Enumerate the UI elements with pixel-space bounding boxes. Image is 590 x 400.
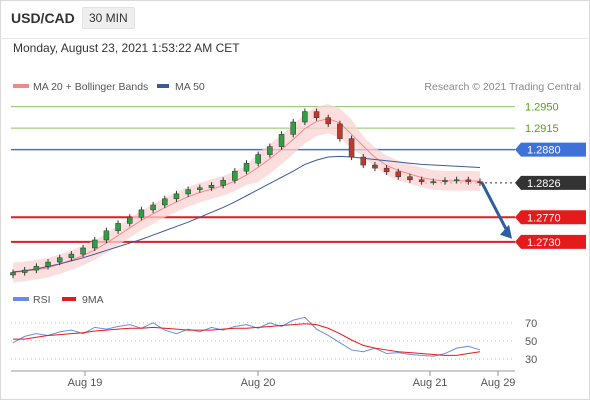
candle-body — [33, 266, 40, 271]
candle-body — [173, 193, 180, 200]
level-tag-1.2826 — [515, 175, 586, 190]
candle-body — [325, 117, 331, 125]
candle-body — [197, 187, 203, 190]
candle-body — [91, 239, 98, 249]
level-label-1.2826: 1.2826 — [527, 178, 561, 190]
credit-text: Research © 2021 Trading Central — [424, 81, 581, 93]
candle-body — [360, 156, 366, 166]
candle-body — [430, 181, 437, 183]
candle-body — [10, 272, 16, 276]
level-label-1.2770: 1.2770 — [527, 212, 561, 224]
ma20-line — [12, 118, 481, 274]
candle-body — [162, 198, 168, 206]
level-tag-1.2880 — [515, 142, 586, 157]
candle-body — [80, 247, 86, 255]
candle-body — [337, 123, 343, 139]
candle-body — [103, 230, 110, 241]
level-label-1.2950: 1.2950 — [525, 102, 559, 114]
candle-body — [383, 167, 390, 173]
candle-body — [442, 180, 448, 182]
chart-header — [0, 0, 588, 39]
candle-body — [348, 138, 355, 158]
candle-body — [372, 164, 378, 169]
candle-body — [21, 269, 28, 273]
level-label-1.2730: 1.2730 — [527, 237, 561, 249]
candle-body — [418, 179, 425, 182]
rsi-tick-50: 50 — [525, 336, 537, 348]
forecast-arrow-shaft — [480, 182, 510, 234]
candle-body — [220, 180, 226, 186]
ma50-legend-label: MA 50 — [175, 81, 205, 93]
candle-body — [150, 204, 156, 211]
candle-body — [290, 121, 296, 135]
candle-body — [453, 179, 460, 182]
candle-body — [56, 257, 63, 263]
rsi-legend-label: RSI — [33, 294, 51, 306]
x-tick-label: Aug 29 — [481, 377, 516, 389]
candle-body — [232, 170, 238, 181]
candle-body — [407, 176, 413, 181]
candle-body — [115, 223, 121, 232]
candle-body — [243, 162, 250, 172]
candle-body — [313, 111, 320, 118]
level-label-1.2915: 1.2915 — [525, 123, 559, 135]
rsi-line — [12, 316, 481, 357]
ma9-legend-label: 9MA — [82, 294, 104, 306]
ma50-line — [12, 155, 481, 273]
candle-body — [208, 185, 215, 189]
candle-body — [302, 111, 308, 123]
candle-body — [185, 189, 191, 195]
candle-body — [255, 154, 261, 164]
rsi-tick-30: 30 — [525, 354, 537, 366]
candle-body — [267, 146, 273, 155]
candle-body — [477, 181, 483, 184]
x-tick-label: Aug 19 — [68, 377, 103, 389]
timestamp: Monday, August 23, 2021 1:53:22 AM CET — [13, 41, 240, 55]
timeframe-button[interactable]: 30 MIN — [82, 7, 135, 29]
rsi-tick-70: 70 — [525, 318, 537, 330]
candle-body — [278, 134, 285, 147]
candle-body — [465, 179, 472, 182]
forecast-arrow-head — [500, 224, 512, 239]
x-tick-label: Aug 20 — [241, 377, 276, 389]
level-tag-1.2770 — [515, 210, 586, 225]
candle-body — [45, 261, 51, 267]
candle-body — [127, 217, 133, 224]
candle-body — [395, 171, 402, 177]
x-tick-label: Aug 21 — [413, 377, 448, 389]
candle-body — [138, 209, 145, 218]
level-tag-1.2730 — [515, 234, 586, 249]
level-label-1.2880: 1.2880 — [527, 145, 561, 157]
bollinger-band — [13, 104, 480, 283]
ma20-legend-label: MA 20 + Bollinger Bands — [33, 81, 148, 93]
candle-body — [68, 253, 75, 259]
rsi-ma-line — [13, 323, 481, 356]
instrument-title: USD/CAD — [11, 10, 75, 26]
